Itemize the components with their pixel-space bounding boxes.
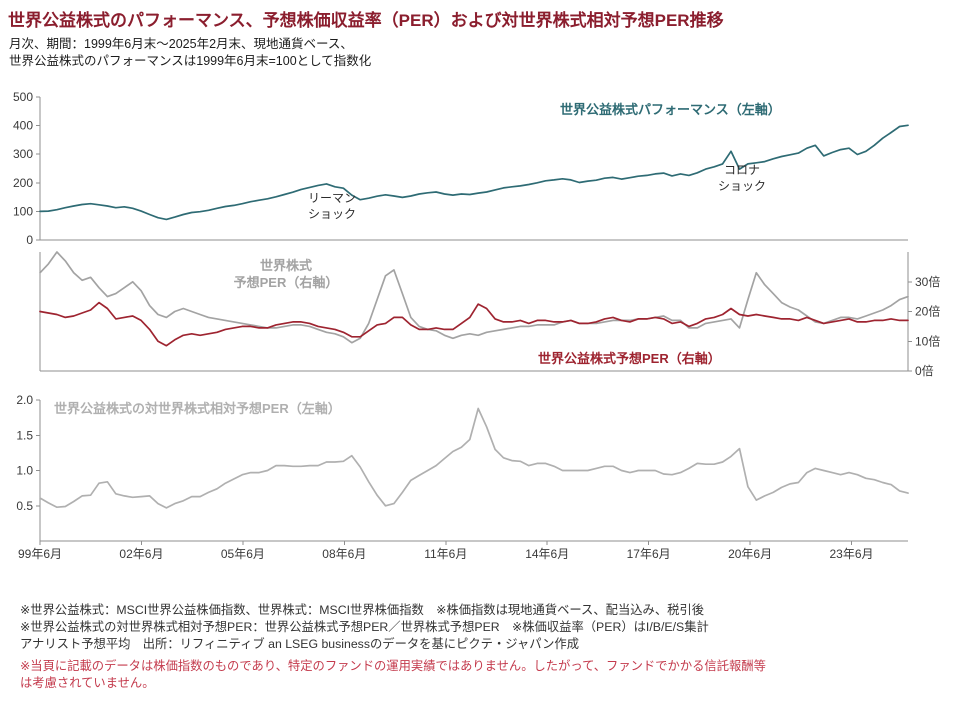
utilities-per-line xyxy=(39,301,909,347)
x-tick-label: 17年6月 xyxy=(627,547,671,561)
disclaimer-line2: は考慮されていません。 xyxy=(20,676,155,690)
annotation-lehman-line2: ショック xyxy=(307,207,356,221)
panel1-ytick-label: 30倍 xyxy=(915,274,940,289)
footnote-line1: ※世界公益株式：MSCI世界公益株価指数、世界株式：MSCI世界株価指数 ※株価… xyxy=(20,603,705,617)
panel0-ytick-label: 300 xyxy=(13,147,33,161)
annotation-corona-shock: コロナ ショック xyxy=(706,162,778,194)
world-per-line xyxy=(39,251,909,344)
x-tick-label: 20年6月 xyxy=(728,547,772,561)
panel1-ytick-label: 20倍 xyxy=(915,304,940,319)
annotation-lehman-shock: リーマン ショック xyxy=(296,190,368,222)
panel1-ytick-label: 0倍 xyxy=(915,363,934,378)
page-title: 世界公益株式のパフォーマンス、予想株価収益率（PER）および対世界株式相対予想P… xyxy=(8,11,724,30)
legend-relative-per: 世界公益株式の対世界株式相対予想PER（左軸） xyxy=(54,401,341,416)
x-tick-label: 02年6月 xyxy=(119,547,163,561)
footnote-line3: アナリスト予想平均 出所：リフィニティブ an LSEG businessのデー… xyxy=(20,637,580,651)
panel2-ytick-label: 1.5 xyxy=(16,428,33,442)
panel2-ytick-label: 0.5 xyxy=(16,499,33,513)
legend-world-per-line2: 予想PER（右軸） xyxy=(233,275,339,290)
legend-world-per: 世界株式 予想PER（右軸） xyxy=(226,257,346,291)
legend-performance: 世界公益株式パフォーマンス（左軸） xyxy=(560,102,781,117)
panel1-ytick-label: 10倍 xyxy=(915,333,940,348)
chart-subtitle-line2: 世界公益株式のパフォーマンスは1999年6月末=100として指数化 xyxy=(9,54,372,68)
panel0-ytick-label: 200 xyxy=(13,176,33,190)
relative-per-line xyxy=(39,407,909,509)
panel0-ytick-label: 0 xyxy=(26,233,33,247)
panel2-ytick-label: 1.0 xyxy=(16,464,33,478)
chart-subtitle-line1: 月次、期間：1999年6月末～2025年2月末、現地通貨ベース、 xyxy=(9,37,353,51)
annotation-corona-line2: ショック xyxy=(717,179,766,193)
x-tick-label: 05年6月 xyxy=(221,547,265,561)
performance-line xyxy=(39,124,909,221)
disclaimer-line1: ※当頁に記載のデータは株価指数のものであり、特定のファンドの運用実績ではありませ… xyxy=(20,659,766,673)
panel2-ytick-label: 2.0 xyxy=(16,393,33,407)
x-tick-label: 08年6月 xyxy=(322,547,366,561)
x-tick-label: 99年6月 xyxy=(18,547,62,561)
legend-utilities-per: 世界公益株式予想PER（右軸） xyxy=(538,351,721,366)
annotation-corona-line1: コロナ xyxy=(723,163,760,177)
panel0-ytick-label: 500 xyxy=(13,90,33,104)
x-tick-label: 23年6月 xyxy=(830,547,874,561)
legend-world-per-line1: 世界株式 xyxy=(259,258,312,273)
annotation-lehman-line1: リーマン xyxy=(307,191,356,205)
panel0-ytick-label: 100 xyxy=(13,204,33,218)
x-tick-label: 14年6月 xyxy=(525,547,569,561)
footnote-line2: ※世界公益株式の対世界株式相対予想PER：世界公益株式予想PER／世界株式予想P… xyxy=(20,620,709,634)
panel0-ytick-label: 400 xyxy=(13,119,33,133)
x-tick-label: 11年6月 xyxy=(424,547,467,561)
